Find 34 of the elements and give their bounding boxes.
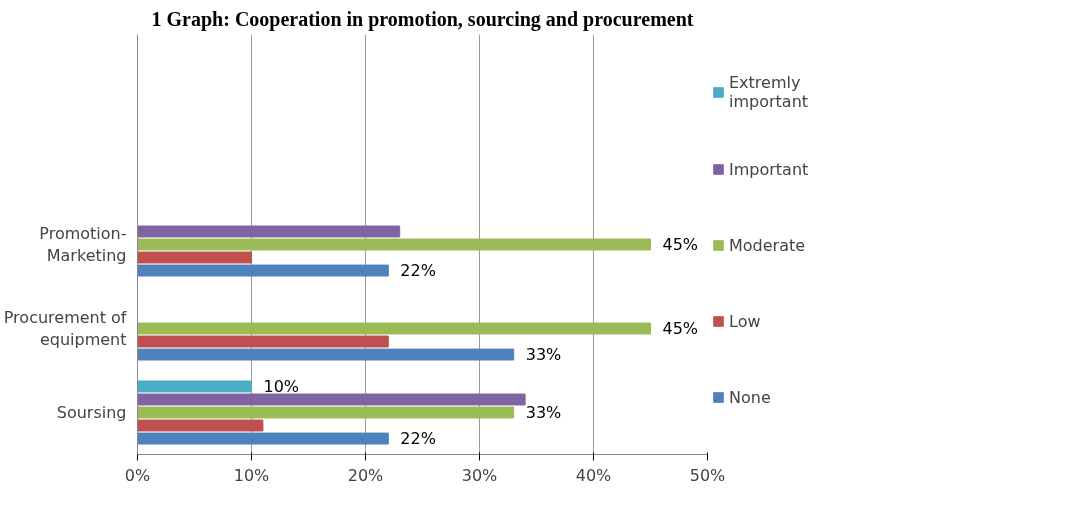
data-label: 22% [400, 429, 436, 449]
data-label: 22% [400, 261, 436, 281]
data-label: 45% [662, 319, 699, 338]
bar [137, 419, 264, 432]
y-tick-label: Promotion- Marketing [39, 223, 127, 266]
y-tick-label: Soursing [56, 403, 127, 422]
y-tick-label: Procurement of equipment [3, 307, 127, 350]
bar [137, 393, 526, 406]
data-label: 33% [525, 403, 562, 422]
x-tick-label: 20% [347, 465, 384, 485]
bar [137, 348, 515, 361]
x-tick-label: 40% [575, 465, 612, 485]
x-tick-label: 0% [124, 465, 151, 485]
bar [137, 251, 252, 264]
legend-label: Moderate [729, 234, 807, 257]
bar [137, 238, 651, 251]
x-tick-label: 30% [461, 465, 498, 485]
data-label: 45% [662, 235, 699, 254]
bar [137, 432, 389, 445]
bar [137, 322, 651, 335]
legend-label: Low [729, 310, 762, 333]
x-tick-label: 10% [233, 465, 270, 485]
legend-label: Extremly important [729, 73, 810, 111]
bar [137, 406, 515, 419]
data-label: 10% [263, 376, 300, 396]
chart-title: 1 Graph: Cooperation in promotion, sourcing and procurement [151, 7, 694, 31]
x-tick-label: 50% [689, 465, 726, 485]
bar [137, 225, 401, 238]
legend-label: None [729, 386, 772, 409]
legend-label: Important [729, 158, 810, 181]
data-label: 33% [525, 345, 562, 365]
bar [137, 335, 389, 348]
bar [137, 380, 252, 393]
bar [137, 264, 389, 277]
